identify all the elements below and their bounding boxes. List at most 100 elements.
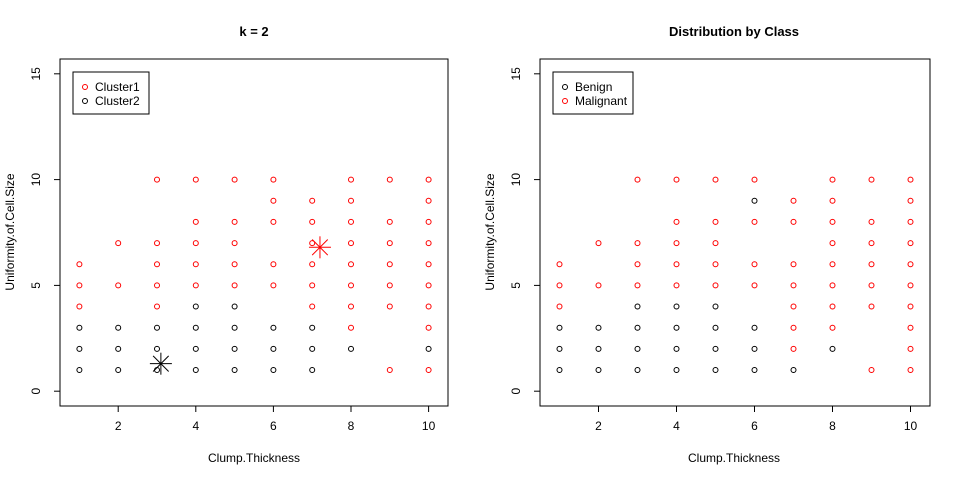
x-tick-label: 6: [751, 419, 758, 433]
y-tick-label: 15: [29, 67, 43, 81]
x-tick-label: 2: [595, 419, 602, 433]
data-point: [231, 218, 238, 225]
cluster-center-marker: [149, 352, 172, 375]
chart-title: Distribution by Class: [669, 24, 799, 39]
data-point: [751, 345, 758, 352]
data-point: [634, 261, 641, 268]
data-point: [634, 303, 641, 310]
legend-box: [72, 71, 150, 115]
y-tick-label: 10: [29, 173, 43, 187]
x-axis-label: Clump.Thickness: [688, 451, 780, 465]
data-point: [348, 176, 354, 183]
y-tick-label: 0: [29, 388, 43, 395]
legend-label: Benign: [575, 80, 612, 94]
legend: Cluster1 Cluster2: [72, 71, 150, 115]
y-tick-label: 0: [509, 388, 523, 395]
data-point: [907, 303, 914, 310]
y-tick-label: 5: [29, 282, 43, 289]
data-point: [712, 367, 719, 374]
data-point: [270, 367, 277, 374]
data-point: [76, 345, 83, 352]
data-point: [309, 261, 316, 268]
data-point: [829, 197, 836, 204]
data-point: [790, 218, 797, 225]
x-tick-label: 8: [829, 419, 836, 433]
data-point: [790, 303, 797, 310]
data-point: [673, 282, 680, 289]
data-point: [309, 303, 316, 310]
data-point: [348, 240, 354, 247]
plot-frame: [59, 58, 449, 407]
data-point: [556, 324, 563, 331]
data-point: [829, 218, 836, 225]
data-point: [712, 282, 719, 289]
data-point: [595, 367, 602, 374]
data-point: [673, 367, 680, 374]
data-point: [154, 303, 160, 310]
data-point: [712, 218, 719, 225]
data-point: [386, 176, 393, 183]
data-point: [751, 261, 758, 268]
data-point: [386, 303, 393, 310]
panel-class-distribution: Distribution by Class Clump.Thickness Un…: [483, 24, 931, 465]
data-point: [634, 345, 641, 352]
data-point: [270, 218, 277, 225]
data-point: [634, 176, 641, 183]
legend-box: [552, 71, 634, 115]
data-point: [425, 176, 432, 183]
data-point: [595, 282, 602, 289]
legend: Benign Malignant: [552, 71, 634, 115]
legend-label: Cluster2: [95, 94, 140, 108]
data-point: [192, 176, 199, 183]
data-point: [309, 197, 316, 204]
data-point: [634, 367, 641, 374]
data-point: [868, 367, 875, 374]
axis-ticks: 2 4 6 8 10 0 5 10 15: [509, 67, 917, 433]
data-point: [751, 176, 758, 183]
data-point: [790, 324, 797, 331]
data-point: [154, 345, 160, 352]
data-point: [673, 303, 680, 310]
x-tick-label: 10: [422, 419, 436, 433]
data-point: [425, 261, 432, 268]
data-point: [634, 324, 641, 331]
data-point: [751, 367, 758, 374]
data-point: [595, 324, 602, 331]
data-point: [425, 240, 432, 247]
data-point: [348, 324, 354, 331]
data-point: [673, 261, 680, 268]
data-point: [309, 345, 316, 352]
data-point: [829, 240, 836, 247]
data-point: [673, 345, 680, 352]
x-axis-label: Clump.Thickness: [208, 451, 300, 465]
data-point: [868, 218, 875, 225]
data-point: [425, 367, 432, 374]
data-point: [270, 324, 277, 331]
data-point: [231, 261, 238, 268]
legend-label: Cluster1: [95, 80, 140, 94]
y-axis-label: Uniformity.of.Cell.Size: [483, 173, 497, 290]
data-points: [76, 176, 432, 374]
data-point: [829, 261, 836, 268]
data-point: [348, 261, 354, 268]
data-point: [790, 282, 797, 289]
data-point: [154, 282, 160, 289]
data-point: [790, 367, 797, 374]
data-point: [386, 282, 393, 289]
data-point: [270, 261, 277, 268]
data-point: [790, 345, 797, 352]
x-tick-label: 8: [348, 419, 355, 433]
data-point: [115, 324, 122, 331]
y-tick-label: 5: [509, 282, 523, 289]
data-point: [348, 282, 354, 289]
data-point: [115, 367, 122, 374]
data-point: [270, 176, 277, 183]
data-point: [634, 282, 641, 289]
data-point: [231, 367, 238, 374]
data-point: [907, 197, 914, 204]
data-point: [231, 176, 238, 183]
plot-frame: [539, 58, 931, 407]
data-point: [751, 324, 758, 331]
data-point: [425, 303, 432, 310]
data-point: [790, 197, 797, 204]
